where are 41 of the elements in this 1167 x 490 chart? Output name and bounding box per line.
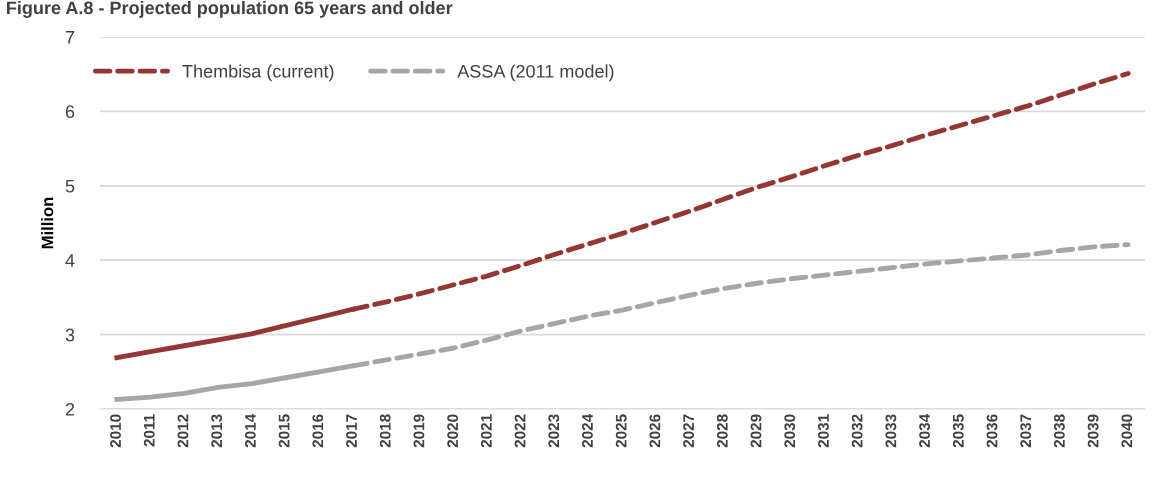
x-tick-label: 2017: [346, 414, 357, 448]
legend-label: ASSA (2011 model): [457, 64, 614, 82]
x-tick-label: 2015: [278, 414, 290, 448]
x-tick-label: 2028: [716, 414, 728, 448]
x-tick-label: 2012: [177, 414, 189, 448]
x-tick-label: 2030: [784, 414, 796, 448]
x-tick-label: 2038: [1054, 414, 1065, 448]
x-tick-label: 2029: [750, 414, 762, 448]
x-tick-label: 2031: [818, 414, 829, 448]
y-axis-title: Million: [41, 197, 54, 249]
x-tick-label: 2026: [649, 414, 661, 448]
x-tick-label: 2018: [379, 414, 391, 448]
y-tick-label: 7: [65, 31, 75, 44]
x-tick-label: 2011: [143, 414, 155, 447]
x-tick-label: 2025: [615, 414, 627, 448]
x-tick-label: 2023: [548, 414, 560, 448]
x-tick-label: 2033: [885, 414, 897, 448]
x-tick-label: 2024: [582, 413, 593, 448]
x-tick-label: 2039: [1087, 414, 1099, 448]
y-tick-label: 5: [65, 179, 75, 193]
x-tick-label: 2040: [1121, 414, 1133, 448]
y-tick-label: 4: [65, 254, 75, 267]
x-tick-label: 2016: [312, 414, 324, 448]
x-tick-label: 2037: [1020, 414, 1032, 448]
x-tick-label: 2032: [851, 414, 863, 448]
x-tick-label: 2021: [480, 414, 492, 448]
x-tick-label: 2027: [683, 414, 695, 448]
x-tick-label: 2010: [110, 414, 121, 448]
y-tick-label: 6: [65, 105, 75, 119]
x-tick-label: 2022: [514, 414, 526, 448]
x-tick-label: 2019: [413, 414, 425, 448]
x-tick-label: 2020: [447, 414, 459, 448]
y-tick-label: 3: [65, 328, 75, 342]
x-tick-label: 2013: [211, 414, 223, 448]
x-tick-label: 2014: [244, 413, 256, 448]
legend-label: Thembisa (current): [182, 64, 334, 82]
x-tick-label: 2036: [986, 414, 998, 448]
y-tick-label: 2: [65, 402, 75, 416]
x-tick-label: 2035: [952, 414, 964, 448]
x-tick-label: 2034: [919, 413, 931, 448]
chart-title: Figure A.8 - Projected population 65 years and older: [7, 0, 453, 18]
